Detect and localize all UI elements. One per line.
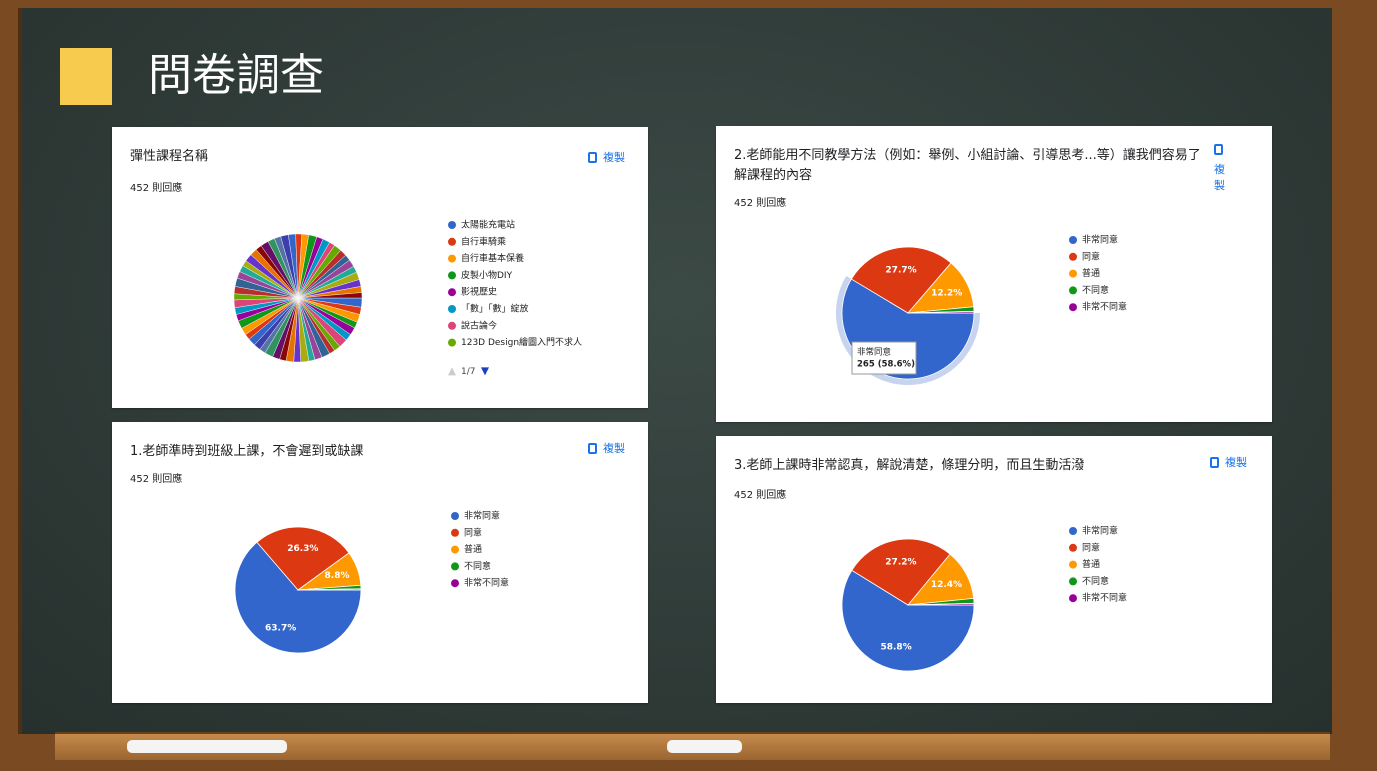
legend-swatch [448, 271, 456, 279]
response-count: 452 則回應 [734, 194, 786, 209]
legend-label: 不同意 [464, 560, 491, 572]
pager-label: 1/7 [461, 367, 475, 377]
legend-swatch [1069, 236, 1077, 244]
legend-swatch [1069, 303, 1077, 311]
form-panel: 58.8% 27.2% 12.4% 非常同意同意普通不同意非常不同意 3.老師上課時非常… [716, 436, 1272, 703]
legend-label: 不同意 [1082, 284, 1109, 296]
pager-prev[interactable] [448, 367, 456, 375]
tooltip-value: 265 (58.6%) [857, 360, 915, 370]
legend-swatch [1069, 270, 1077, 278]
legend-swatch [448, 288, 456, 296]
form-panel: 太陽能充電站自行車騎乘自行車基本保養皮製小物DIY 影視歷史「數」「數」綻放說古論… [112, 127, 648, 408]
copy-icon [588, 443, 597, 454]
legend-label: 自行車基本保養 [461, 252, 524, 264]
tooltip-title: 非常同意 [857, 347, 891, 358]
legend-swatch [1069, 561, 1077, 569]
form-panel: 63.7% 26.3% 8.8% 非常同意同意普通不同意非常不同意 1.老師準時到班級上… [112, 422, 648, 703]
legend-label: 非常同意 [1082, 234, 1118, 246]
legend-swatch [448, 238, 456, 246]
legend-swatch [451, 512, 459, 520]
data-label: 26.3% [287, 544, 318, 554]
legend-label: 普通 [1082, 267, 1100, 279]
legend-label: 非常同意 [1082, 525, 1118, 537]
chalk [127, 740, 287, 753]
copy-button[interactable]: 複製 [1210, 454, 1247, 470]
question-title: 1.老師準時到班級上課，不會遲到或缺課 [130, 442, 550, 462]
legend-label: 不同意 [1082, 575, 1109, 587]
legend-swatch [1069, 253, 1077, 261]
legend-label: 自行車騎乘 [461, 235, 506, 247]
legend-swatch [451, 562, 459, 570]
data-label: 12.4% [931, 580, 962, 590]
legend-label: 非常同意 [464, 510, 500, 522]
data-label: 63.7% [265, 623, 296, 633]
legend-swatch [448, 255, 456, 263]
copy-button[interactable]: 複製 [588, 149, 625, 165]
legend-label: 非常不同意 [1082, 592, 1127, 604]
legend-label: 影視歷史 [461, 286, 497, 298]
question-title: 2.老師能用不同教學方法（例如：舉例、小組討論、引導思考...等）讓我們容易了解… [734, 146, 1204, 186]
legend-label: 123D Design繪圖入門不求人 [461, 336, 582, 348]
chalk [667, 740, 742, 753]
legend-swatch [448, 305, 456, 313]
response-count: 452 則回應 [130, 179, 182, 194]
copy-button[interactable]: 複製 [1214, 144, 1228, 193]
legend-label: 太陽能充電站 [461, 219, 515, 231]
response-count: 452 則回應 [734, 486, 786, 501]
copy-label: 複製 [1214, 161, 1228, 193]
legend-swatch [1069, 286, 1077, 294]
legend-label: 說古論今 [461, 319, 497, 331]
legend-label: 普通 [464, 543, 482, 555]
legend-swatch [451, 546, 459, 554]
copy-button[interactable]: 複製 [588, 440, 625, 456]
legend-label: 皮製小物DIY [461, 269, 513, 281]
legend-label: 同意 [1082, 250, 1100, 262]
title-marker [60, 48, 112, 105]
legend-label: 非常不同意 [464, 577, 509, 589]
response-count: 452 則回應 [130, 470, 182, 485]
data-label: 58.8% [880, 642, 911, 652]
legend-swatch [1069, 577, 1077, 585]
question-title: 3.老師上課時非常認真，解說清楚，條理分明，而且生動活潑 [734, 456, 1204, 476]
pager-next[interactable] [481, 367, 489, 375]
data-label: 27.2% [885, 558, 916, 568]
legend-label: 非常不同意 [1082, 301, 1127, 313]
legend-swatch [448, 339, 456, 347]
slide-title: 問卷調查 [148, 48, 324, 104]
data-label: 12.2% [931, 288, 962, 298]
copy-label: 複製 [1225, 454, 1247, 470]
legend-label: 普通 [1082, 558, 1100, 570]
legend-swatch [451, 529, 459, 537]
legend-swatch [448, 322, 456, 330]
copy-icon [588, 152, 597, 163]
legend-label: 同意 [464, 526, 482, 538]
legend-label: 同意 [1082, 541, 1100, 553]
copy-label: 複製 [603, 149, 625, 165]
legend-swatch [1069, 527, 1077, 535]
legend-swatch [1069, 594, 1077, 602]
copy-icon [1214, 144, 1223, 155]
legend-label: 「數」「數」綻放 [461, 303, 529, 315]
legend-swatch [1069, 544, 1077, 552]
legend-swatch [451, 579, 459, 587]
legend-swatch [448, 221, 456, 229]
data-label: 8.8% [325, 571, 350, 581]
question-title: 彈性課程名稱 [130, 147, 550, 167]
copy-label: 複製 [603, 440, 625, 456]
data-label: 27.7% [885, 265, 916, 275]
slide: 問卷調查 (() => { const data = JSON.parse(do… [0, 0, 1377, 771]
copy-icon [1210, 457, 1219, 468]
